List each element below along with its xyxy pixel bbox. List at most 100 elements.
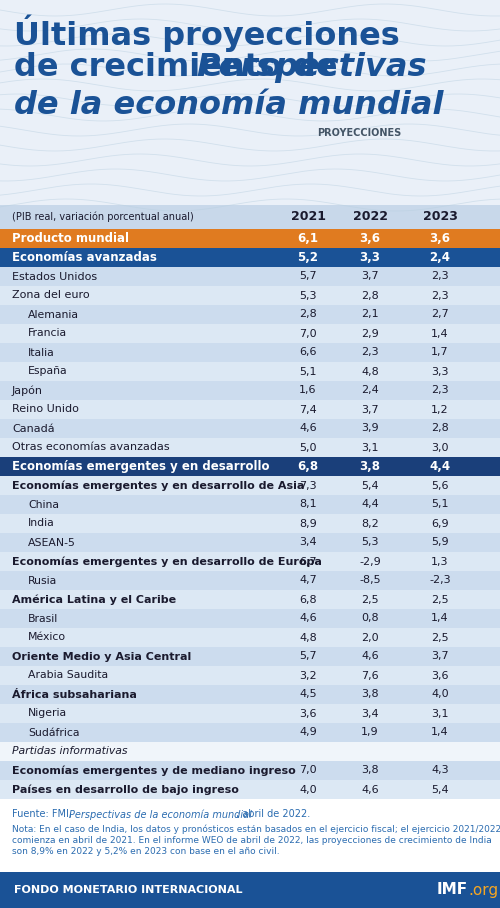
Text: 2022: 2022	[352, 211, 388, 223]
Text: 3,8: 3,8	[360, 460, 380, 473]
Text: 1,3: 1,3	[431, 557, 449, 567]
Text: 8,1: 8,1	[299, 499, 317, 509]
Bar	[0, 267, 500, 286]
Text: 4,7: 4,7	[299, 576, 317, 586]
Text: Zona del euro: Zona del euro	[12, 291, 90, 301]
Text: Arabia Saudita: Arabia Saudita	[28, 670, 108, 680]
Text: 0,8: 0,8	[361, 614, 379, 624]
Text: 1,9: 1,9	[361, 727, 379, 737]
Text: 4,6: 4,6	[299, 614, 317, 624]
Bar	[0, 205, 500, 229]
Bar	[0, 533, 500, 552]
Text: 5,2: 5,2	[298, 251, 318, 264]
Text: México: México	[28, 633, 66, 643]
Text: 3,3: 3,3	[431, 367, 449, 377]
Text: 3,7: 3,7	[361, 271, 379, 281]
Text: Rusia: Rusia	[28, 576, 57, 586]
Text: 5,9: 5,9	[431, 538, 449, 548]
Text: Partidas informativas: Partidas informativas	[12, 746, 128, 756]
Bar	[0, 514, 500, 533]
Text: Estados Unidos: Estados Unidos	[12, 271, 97, 281]
Bar	[0, 286, 500, 305]
Text: 1,7: 1,7	[431, 348, 449, 358]
Text: 3,4: 3,4	[299, 538, 317, 548]
Text: -2,3: -2,3	[429, 576, 451, 586]
Text: 5,3: 5,3	[361, 538, 379, 548]
Text: 4,4: 4,4	[430, 460, 450, 473]
Text: Economías emergentes y en desarrollo de Asia: Economías emergentes y en desarrollo de …	[12, 480, 304, 490]
Bar	[0, 0, 500, 205]
Text: 4,8: 4,8	[361, 367, 379, 377]
Text: 2,8: 2,8	[299, 310, 317, 320]
Text: 3,1: 3,1	[361, 442, 379, 452]
Text: África subsahariana: África subsahariana	[12, 689, 137, 699]
Bar	[0, 666, 500, 685]
Text: 1,4: 1,4	[431, 329, 449, 339]
Bar	[0, 872, 500, 908]
Text: 3,6: 3,6	[430, 232, 450, 245]
Text: -2,9: -2,9	[359, 557, 381, 567]
Text: 2021: 2021	[290, 211, 326, 223]
Text: 8,2: 8,2	[361, 518, 379, 528]
Text: Economías emergentes y de mediano ingreso: Economías emergentes y de mediano ingres…	[12, 765, 296, 775]
Bar	[0, 590, 500, 609]
Bar	[0, 495, 500, 514]
Text: 6,8: 6,8	[298, 460, 318, 473]
Text: América Latina y el Caribe: América Latina y el Caribe	[12, 594, 176, 605]
Text: 2,5: 2,5	[361, 595, 379, 605]
Text: 1,2: 1,2	[431, 404, 449, 414]
Text: (PIB real, variación porcentual anual): (PIB real, variación porcentual anual)	[12, 212, 194, 222]
Text: 2,3: 2,3	[431, 291, 449, 301]
Text: Nigeria: Nigeria	[28, 708, 67, 718]
Text: 3,1: 3,1	[431, 708, 449, 718]
Bar	[0, 381, 500, 400]
Text: .org: .org	[468, 883, 498, 897]
Text: 4,0: 4,0	[299, 785, 317, 794]
Bar	[0, 457, 500, 476]
Text: Oriente Medio y Asia Central: Oriente Medio y Asia Central	[12, 652, 191, 662]
Text: Reino Unido: Reino Unido	[12, 404, 79, 414]
Text: 7,0: 7,0	[299, 765, 317, 775]
Text: Economías emergentes y en desarrollo: Economías emergentes y en desarrollo	[12, 460, 270, 473]
Text: 3,7: 3,7	[361, 404, 379, 414]
Text: Brasil: Brasil	[28, 614, 58, 624]
Bar	[0, 229, 500, 248]
Text: 4,5: 4,5	[299, 689, 317, 699]
Text: 4,4: 4,4	[361, 499, 379, 509]
Text: Japón: Japón	[12, 385, 43, 396]
Text: 6,9: 6,9	[431, 518, 449, 528]
Text: Últimas proyecciones: Últimas proyecciones	[14, 14, 400, 52]
Text: 2,3: 2,3	[431, 271, 449, 281]
Bar	[0, 248, 500, 267]
Text: Economías avanzadas: Economías avanzadas	[12, 251, 157, 264]
Text: 1,4: 1,4	[431, 614, 449, 624]
Text: 2,7: 2,7	[431, 310, 449, 320]
Text: 7,3: 7,3	[299, 480, 317, 490]
Bar	[0, 552, 500, 571]
Text: 4,6: 4,6	[299, 423, 317, 433]
Text: 4,6: 4,6	[361, 785, 379, 794]
Bar	[0, 761, 500, 780]
Bar	[0, 628, 500, 647]
Bar	[0, 685, 500, 704]
Text: 4,9: 4,9	[299, 727, 317, 737]
Bar	[0, 324, 500, 343]
Bar	[0, 742, 500, 761]
Text: Perspectivas de la economía mundial: Perspectivas de la economía mundial	[69, 809, 252, 820]
Text: 3,0: 3,0	[431, 442, 449, 452]
Text: 7,6: 7,6	[361, 670, 379, 680]
Text: ASEAN-5: ASEAN-5	[28, 538, 76, 548]
Text: 8,9: 8,9	[299, 518, 317, 528]
Text: 3,8: 3,8	[361, 689, 379, 699]
Bar	[0, 362, 500, 381]
Text: 7,4: 7,4	[299, 404, 317, 414]
Text: 4,6: 4,6	[361, 652, 379, 662]
Text: 2,9: 2,9	[361, 329, 379, 339]
Text: 5,0: 5,0	[299, 442, 317, 452]
Bar	[0, 571, 500, 590]
Text: PROYECCIONES: PROYECCIONES	[317, 128, 401, 138]
Text: 1,4: 1,4	[431, 727, 449, 737]
Text: 4,3: 4,3	[431, 765, 449, 775]
Text: 2,5: 2,5	[431, 633, 449, 643]
Bar	[0, 476, 500, 495]
